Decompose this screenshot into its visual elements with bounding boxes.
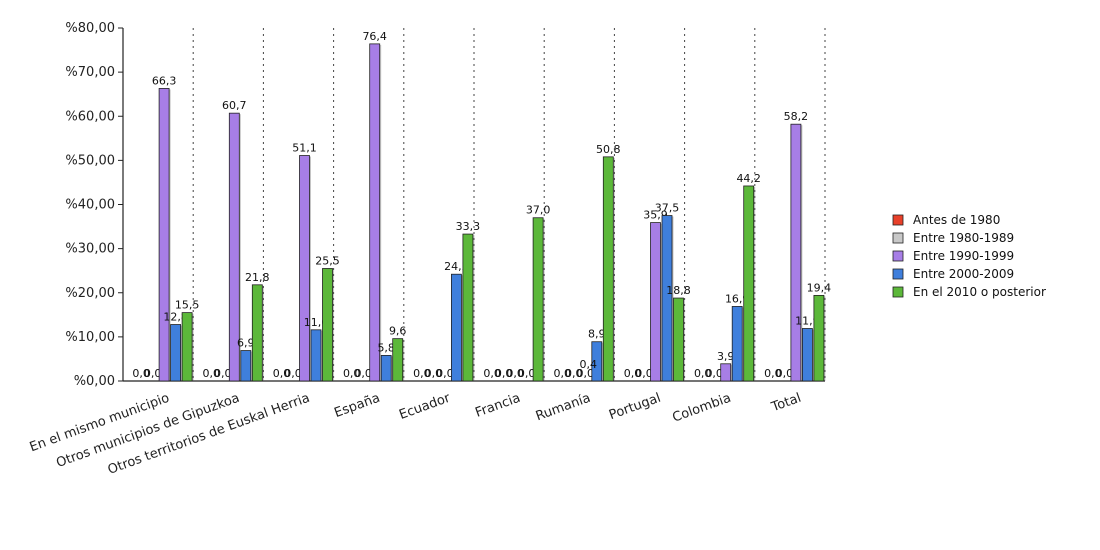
bar bbox=[240, 350, 252, 382]
data-label: 0,0 bbox=[694, 367, 712, 380]
x-category-label: Colombia bbox=[671, 391, 734, 426]
bar bbox=[532, 217, 544, 382]
data-label: 33,3 bbox=[456, 220, 481, 233]
data-label: 60,7 bbox=[222, 99, 247, 112]
data-label: 66,3 bbox=[152, 74, 177, 87]
data-label: 0,0 bbox=[518, 367, 536, 380]
data-label: 37,0 bbox=[526, 204, 551, 217]
bar bbox=[322, 268, 333, 382]
bar bbox=[743, 185, 755, 382]
legend-label: Entre 1990-1999 bbox=[913, 249, 1014, 263]
bar bbox=[602, 156, 614, 382]
bar bbox=[181, 312, 193, 382]
data-label: 0,0 bbox=[705, 367, 723, 380]
legend-swatch bbox=[892, 268, 904, 280]
data-label: 0,0 bbox=[132, 367, 150, 380]
bar bbox=[802, 328, 813, 382]
data-label: 58,2 bbox=[784, 110, 809, 123]
x-category-label: Total bbox=[769, 391, 804, 416]
bar bbox=[299, 155, 310, 382]
data-label: 0,0 bbox=[483, 367, 501, 380]
data-label: 3,9 bbox=[717, 350, 735, 363]
y-tick-label: %60,00 bbox=[65, 109, 115, 124]
x-category-label: Rumanía bbox=[534, 391, 593, 425]
y-tick-label: %40,00 bbox=[65, 198, 115, 213]
data-label: 0,0 bbox=[565, 367, 583, 380]
data-label: 0,0 bbox=[554, 367, 572, 380]
data-label: 21,8 bbox=[245, 271, 270, 284]
data-label: 0,0 bbox=[354, 367, 372, 380]
data-label: 0,0 bbox=[635, 367, 653, 380]
data-label: 0,0 bbox=[495, 367, 513, 380]
bar bbox=[813, 294, 825, 382]
bar bbox=[251, 284, 263, 382]
bar bbox=[661, 215, 673, 382]
y-tick-label: %20,00 bbox=[65, 286, 115, 301]
data-label: 0,0 bbox=[144, 367, 162, 380]
data-label: 51,1 bbox=[292, 142, 317, 155]
data-label: 6,9 bbox=[237, 337, 255, 350]
data-label: 0,0 bbox=[343, 367, 361, 380]
data-label: 0,0 bbox=[764, 367, 782, 380]
bar bbox=[158, 88, 170, 382]
bar bbox=[731, 306, 743, 382]
bar bbox=[591, 341, 603, 382]
data-label: 0,4 bbox=[580, 358, 598, 371]
bar bbox=[170, 324, 182, 382]
data-label: 25,5 bbox=[315, 254, 340, 267]
legend-label: Antes de 1980 bbox=[913, 213, 1000, 227]
bar bbox=[392, 338, 404, 382]
data-label: 76,4 bbox=[362, 30, 387, 43]
bar bbox=[380, 355, 392, 382]
y-tick-label: %30,00 bbox=[65, 242, 115, 257]
data-label: 0,0 bbox=[506, 367, 524, 380]
x-category-label: Portugal bbox=[607, 391, 663, 424]
data-label: 8,9 bbox=[588, 328, 606, 341]
y-tick-label: %70,00 bbox=[65, 65, 115, 80]
legend-label: Entre 1980-1989 bbox=[913, 231, 1014, 245]
y-tick-label: %0,00 bbox=[74, 374, 115, 389]
bar bbox=[310, 329, 322, 382]
data-label: 44,2 bbox=[736, 172, 761, 185]
data-label: 5,8 bbox=[377, 341, 395, 354]
data-label: 0,0 bbox=[203, 367, 221, 380]
legend-label: Entre 2000-2009 bbox=[913, 267, 1014, 281]
bar bbox=[228, 112, 240, 382]
legend-swatch bbox=[892, 286, 904, 298]
bar bbox=[450, 273, 462, 382]
data-label: 0,0 bbox=[436, 367, 454, 380]
legend-swatch bbox=[892, 232, 904, 244]
bar bbox=[673, 297, 684, 382]
legend-label: En el 2010 o posterior bbox=[913, 285, 1046, 299]
data-label: 0,0 bbox=[273, 367, 291, 380]
data-label: 0,0 bbox=[425, 367, 443, 380]
data-label: 18,8 bbox=[666, 284, 691, 297]
bar bbox=[369, 43, 381, 382]
data-label: 0,0 bbox=[413, 367, 431, 380]
y-tick-label: %80,00 bbox=[65, 21, 115, 36]
legend-swatch bbox=[892, 214, 904, 226]
data-label: 19,4 bbox=[807, 281, 832, 294]
x-category-label: Ecuador bbox=[397, 390, 453, 422]
bar bbox=[462, 233, 474, 382]
data-label: 50,8 bbox=[596, 143, 621, 156]
x-category-label: España bbox=[332, 391, 382, 421]
data-label: 0,0 bbox=[577, 367, 595, 380]
data-label: 0,0 bbox=[284, 367, 302, 380]
data-label: 37,5 bbox=[655, 202, 680, 215]
y-tick-label: %50,00 bbox=[65, 153, 115, 168]
data-label: 0,0 bbox=[624, 367, 642, 380]
data-label: 9,6 bbox=[389, 325, 407, 338]
y-tick-label: %10,00 bbox=[65, 330, 115, 345]
data-label: 15,5 bbox=[175, 299, 200, 312]
data-label: 0,0 bbox=[214, 367, 232, 380]
x-category-label: Francia bbox=[473, 391, 522, 421]
bar bbox=[650, 222, 661, 382]
legend-swatch bbox=[892, 250, 904, 262]
data-label: 0,0 bbox=[776, 367, 794, 380]
bar bbox=[790, 123, 802, 382]
bar bbox=[720, 363, 732, 382]
